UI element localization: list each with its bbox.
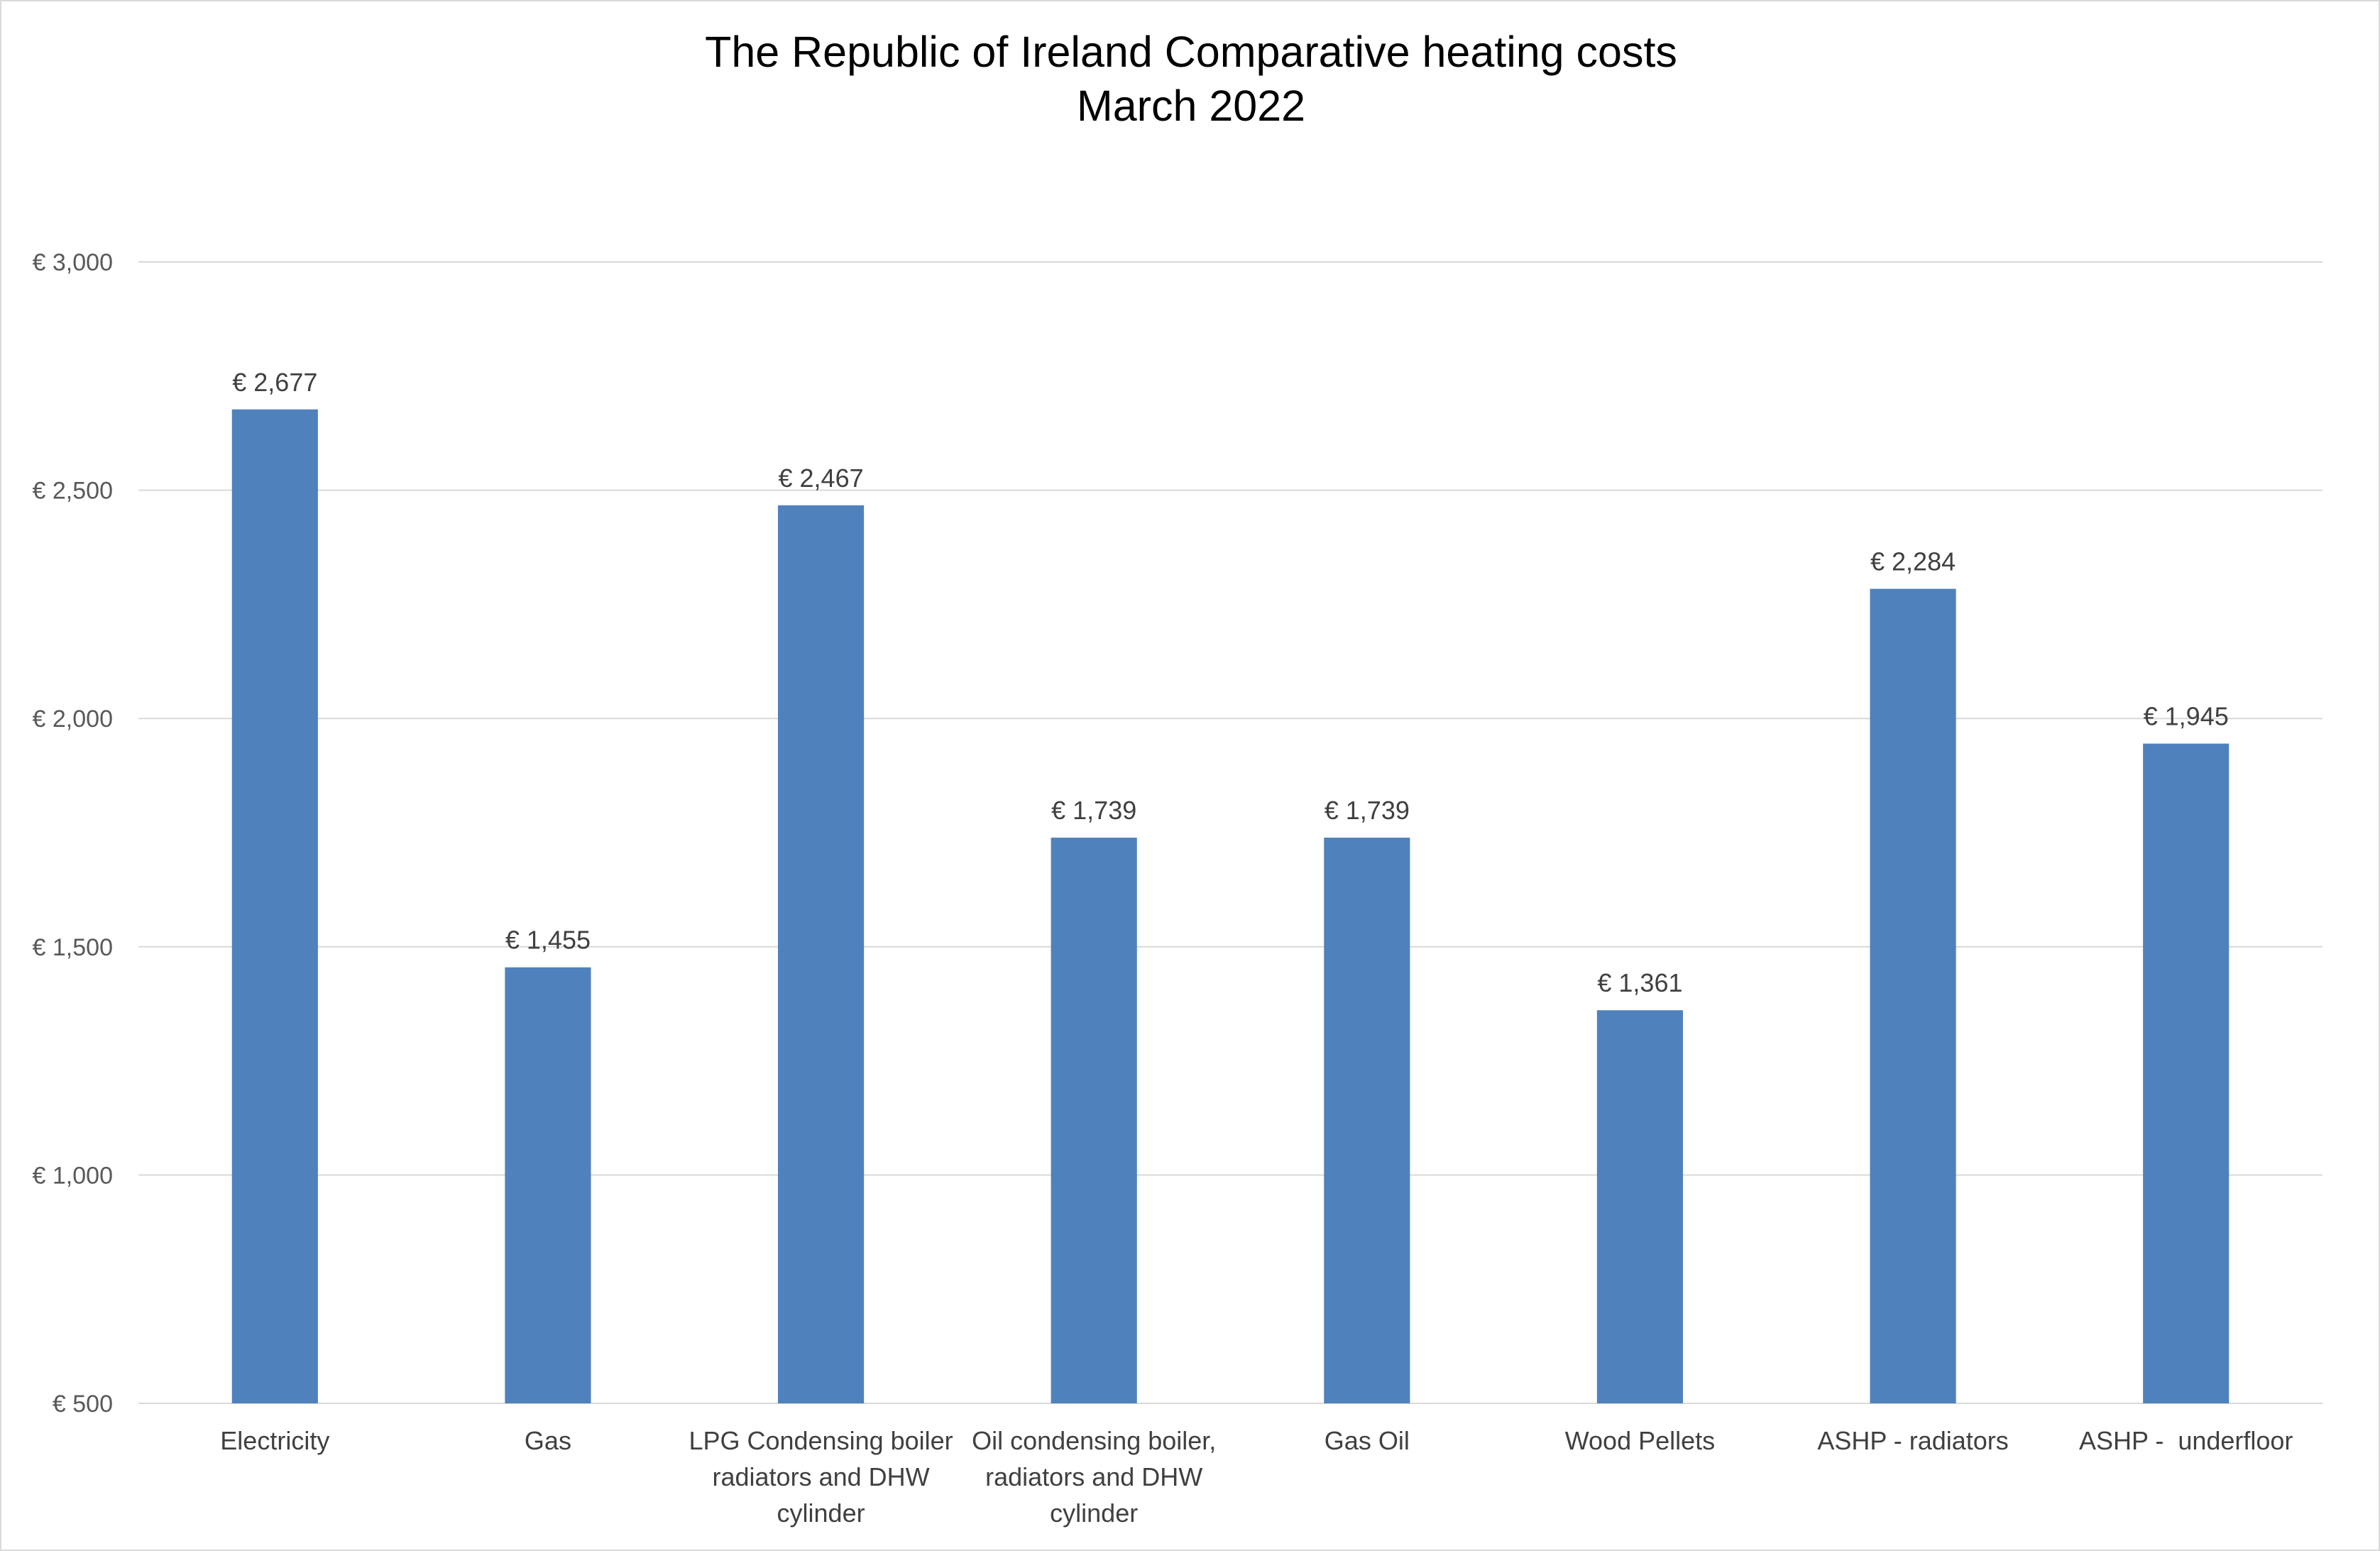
x-category-label: radiators and DHW (985, 1462, 1202, 1491)
x-category-label: cylinder (1050, 1498, 1138, 1528)
data-label: € 1,455 (505, 926, 591, 955)
y-tick-label: € 500 (53, 1391, 113, 1418)
bar (1324, 838, 1410, 1403)
x-category-label: radiators and DHW (713, 1462, 930, 1491)
x-category-label: Gas (525, 1426, 571, 1455)
gridlines (138, 261, 2323, 1404)
y-tick-label: € 1,500 (33, 934, 113, 961)
chart-title-line-2: March 2022 (1077, 82, 1305, 130)
chart-title: The Republic of Ireland Comparative heat… (705, 28, 1677, 130)
y-tick-label: € 2,500 (33, 478, 113, 505)
x-category-label: Gas Oil (1325, 1426, 1410, 1455)
x-category-label: LPG Condensing boiler (689, 1426, 953, 1455)
data-labels: € 2,677 € 1,455 € 2,467 € 1,739 € 1,739 € 1,3… (232, 368, 2229, 997)
bar (505, 967, 591, 1403)
x-category-label: Wood Pellets (1565, 1426, 1715, 1455)
bar (2143, 743, 2230, 1403)
y-tick-label: € 3,000 (33, 249, 113, 276)
data-label: € 2,677 (232, 368, 317, 397)
data-label: € 1,739 (1325, 796, 1410, 825)
x-category-label: ASHP - underfloor (2079, 1426, 2293, 1455)
bar (1596, 1010, 1684, 1403)
data-label: € 1,945 (2144, 702, 2229, 731)
chart-title-line-1: The Republic of Ireland Comparative heat… (705, 28, 1677, 76)
x-category-label: ASHP - radiators (1817, 1426, 2008, 1455)
data-label: € 1,361 (1597, 968, 1682, 997)
bar (1870, 588, 1956, 1403)
data-label: € 2,284 (1870, 547, 1956, 576)
y-axis-ticks: € 500 € 1,000 € 1,500 € 2,000 € 2,500 € 3,000 (33, 249, 113, 1418)
y-tick-label: € 1,000 (33, 1162, 113, 1189)
bar (777, 505, 865, 1403)
data-label: € 1,739 (1051, 796, 1136, 825)
bar (231, 409, 318, 1403)
bar (1051, 838, 1137, 1403)
data-label: € 2,467 (779, 464, 864, 493)
x-category-label: Electricity (220, 1426, 329, 1455)
bars (231, 409, 2230, 1403)
x-category-label: Oil condensing boiler, (972, 1426, 1216, 1455)
x-axis-categories: Electricity Gas LPG Condensing boiler radia… (220, 1426, 2293, 1528)
x-category-label: cylinder (777, 1498, 865, 1528)
y-tick-label: € 2,000 (33, 706, 113, 733)
